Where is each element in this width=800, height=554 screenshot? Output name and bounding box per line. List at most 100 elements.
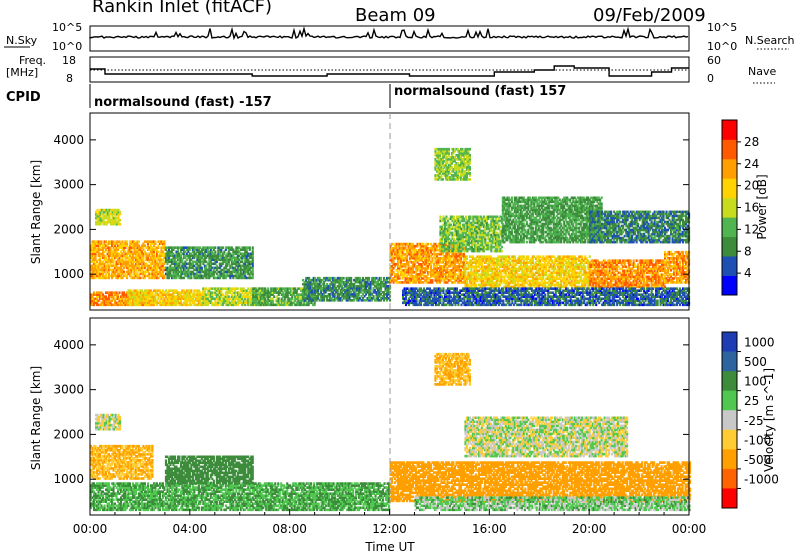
data-cell	[416, 242, 419, 246]
data-cell	[483, 283, 486, 287]
data-cell	[375, 291, 378, 294]
data-cell	[173, 256, 176, 260]
data-cell	[127, 266, 130, 270]
data-cell	[339, 291, 342, 294]
data-cell	[509, 267, 512, 271]
data-cell	[378, 293, 381, 296]
data-cell	[163, 297, 166, 301]
data-cell	[435, 160, 438, 163]
data-cell	[134, 268, 137, 272]
data-cell	[372, 276, 375, 280]
data-cell	[480, 259, 483, 262]
data-cell	[176, 268, 179, 272]
data-cell	[498, 283, 501, 287]
data-cell	[438, 261, 441, 264]
data-cell	[211, 295, 214, 298]
data-cell	[229, 287, 232, 290]
data-cell	[238, 301, 241, 305]
data-cell	[368, 278, 371, 282]
data-cell	[321, 289, 324, 292]
data-cell	[215, 258, 218, 262]
data-cell	[214, 252, 217, 256]
data-cell	[209, 266, 212, 270]
data-cell	[438, 170, 441, 173]
data-cell	[130, 293, 133, 296]
data-cell	[327, 299, 330, 302]
data-cell	[113, 210, 116, 214]
data-cell	[488, 279, 491, 283]
data-cell	[312, 303, 315, 307]
data-cell	[238, 274, 241, 278]
data-cell	[350, 282, 353, 286]
data-cell	[176, 256, 179, 260]
data-cell	[200, 295, 203, 298]
data-cell	[136, 242, 139, 245]
data-cell	[307, 301, 310, 305]
data-cell	[93, 246, 96, 249]
data-cell	[93, 293, 96, 296]
data-cell	[131, 240, 134, 243]
data-cell	[452, 269, 455, 272]
data-cell	[450, 178, 453, 181]
data-cell	[397, 259, 400, 262]
data-cell	[190, 254, 193, 258]
data-cell	[305, 293, 308, 296]
data-cell	[357, 295, 360, 298]
data-cell	[515, 259, 518, 262]
data-cell	[459, 275, 462, 278]
data-cell	[121, 291, 124, 294]
data-cell	[498, 275, 501, 279]
data-cell	[232, 270, 235, 274]
data-cell	[235, 262, 238, 266]
data-cell	[528, 283, 531, 287]
data-cell	[172, 258, 175, 262]
data-cell	[521, 275, 524, 279]
data-cell	[455, 162, 458, 165]
data-cell	[446, 149, 449, 153]
data-cell	[443, 174, 446, 177]
data-cell	[133, 270, 136, 274]
data-cell	[218, 248, 221, 251]
data-cell	[521, 267, 524, 271]
data-cell	[112, 258, 115, 262]
data-cell	[179, 303, 182, 307]
data-cell	[397, 252, 400, 256]
data-cell	[392, 267, 395, 270]
data-cell	[117, 276, 120, 280]
data-cell	[434, 252, 437, 256]
data-cell	[105, 266, 108, 270]
data-cell	[203, 297, 206, 301]
data-cell	[464, 273, 467, 277]
data-cell	[197, 252, 200, 256]
data-cell	[227, 252, 230, 256]
data-cell	[167, 256, 170, 260]
data-cell	[441, 265, 444, 268]
data-cell	[506, 263, 509, 266]
data-cell	[191, 256, 194, 260]
data-cell	[446, 156, 449, 159]
data-cell	[497, 271, 500, 275]
data-cell	[483, 285, 486, 289]
data-cell	[166, 291, 169, 294]
data-cell	[118, 291, 121, 294]
data-cell	[362, 276, 365, 280]
data-cell	[202, 252, 205, 256]
data-cell	[422, 267, 425, 270]
data-cell	[149, 291, 152, 294]
data-cell	[453, 256, 456, 260]
data-cell	[173, 254, 176, 258]
data-cell	[122, 293, 125, 296]
data-cell	[94, 276, 97, 280]
data-cell	[145, 295, 148, 298]
data-cell	[375, 276, 378, 280]
data-cell	[495, 261, 498, 264]
data-cell	[178, 276, 181, 280]
data-cell	[114, 272, 117, 276]
data-cell	[311, 289, 314, 292]
data-cell	[474, 263, 477, 266]
data-cell	[521, 257, 524, 260]
data-cell	[330, 297, 333, 300]
data-cell	[446, 267, 449, 270]
data-cell	[344, 293, 347, 296]
data-cell	[220, 256, 223, 260]
